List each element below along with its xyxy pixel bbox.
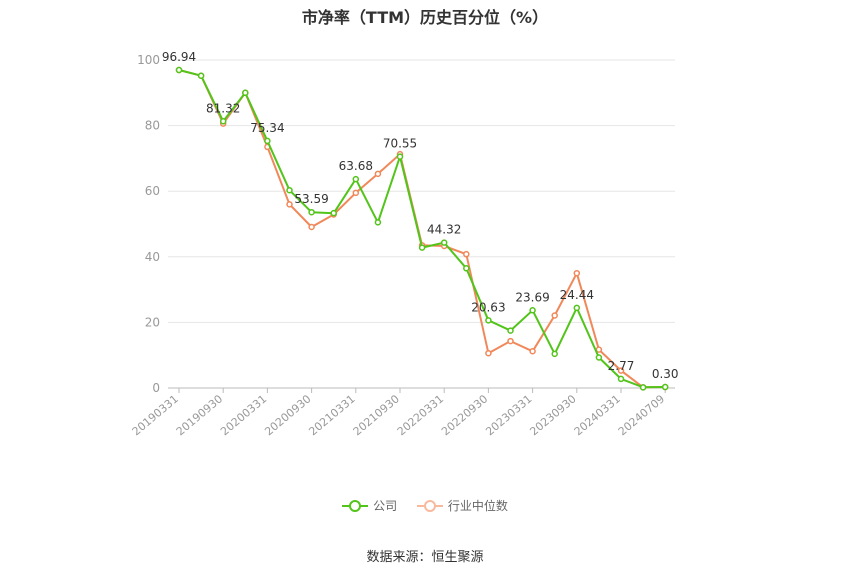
y-tick-label: 80 xyxy=(145,119,160,133)
data-point-company xyxy=(617,375,625,383)
data-point-industry-median xyxy=(374,170,382,178)
y-tick-label: 20 xyxy=(145,315,160,329)
data-label: 63.68 xyxy=(339,159,373,173)
chart-title: 市净率（TTM）历史百分位（%） xyxy=(301,8,549,27)
series-line-company xyxy=(178,69,666,389)
data-point-industry-median xyxy=(551,312,558,319)
data-point-industry-median xyxy=(617,367,625,374)
data-point-company xyxy=(639,384,647,391)
data-point-company xyxy=(219,118,227,125)
data-label: 81.32 xyxy=(206,101,240,115)
data-label: 75.34 xyxy=(250,121,284,135)
data-label: 23.69 xyxy=(515,290,549,304)
y-tick-label: 60 xyxy=(145,184,160,198)
data-point-company xyxy=(396,153,404,160)
x-tick-label: 20220331 xyxy=(395,392,446,438)
data-point-company xyxy=(374,219,382,226)
data-label: 96.94 xyxy=(162,50,196,64)
data-label: 53.59 xyxy=(294,192,328,206)
data-point-industry-median xyxy=(529,348,536,355)
data-label: 2.77 xyxy=(608,359,635,373)
x-tick-label: 20190331 xyxy=(130,392,181,438)
x-tick-label: 20200331 xyxy=(218,392,269,438)
y-tick-label: 100 xyxy=(137,53,160,67)
legend-item-industry-median[interactable]: 行业中位数 xyxy=(416,497,508,514)
data-source-note: 数据来源：恒生聚源 xyxy=(366,550,484,565)
x-tick-label: 20190930 xyxy=(174,392,225,438)
data-point-company xyxy=(485,317,492,324)
y-tick-label: 40 xyxy=(145,250,160,264)
x-tick-label: 20210331 xyxy=(306,392,357,438)
x-tick-label: 20240709 xyxy=(616,392,667,438)
data-point-industry-median xyxy=(308,223,315,231)
data-point-company xyxy=(551,350,558,358)
legend-swatch-company xyxy=(342,499,369,513)
data-point-industry-median xyxy=(485,349,492,357)
x-tick-label: 20230930 xyxy=(527,392,578,438)
y-tick-label: 0 xyxy=(152,381,160,395)
data-label: 20.63 xyxy=(471,300,505,314)
data-label: 70.55 xyxy=(383,137,417,151)
data-point-industry-median xyxy=(352,189,360,197)
data-point-industry-median xyxy=(573,269,581,277)
data-point-company xyxy=(440,239,448,246)
data-point-company xyxy=(529,307,536,314)
data-point-company xyxy=(286,186,293,194)
data-label: 44.32 xyxy=(427,223,461,237)
data-point-company xyxy=(330,209,337,217)
data-point-industry-median xyxy=(463,250,470,258)
legend-item-company[interactable]: 公司 xyxy=(342,497,397,514)
data-point-company xyxy=(463,265,470,272)
x-tick-label: 20210930 xyxy=(351,392,402,438)
data-label: 0.30 xyxy=(652,367,679,381)
data-label: 24.44 xyxy=(560,288,594,302)
data-point-company xyxy=(242,89,249,97)
series-line-industry-median xyxy=(178,69,666,389)
data-point-company xyxy=(264,137,271,145)
x-tick-label: 20230331 xyxy=(483,392,534,438)
x-tick-label: 20220930 xyxy=(439,392,490,438)
data-point-company xyxy=(175,66,183,74)
data-point-industry-median xyxy=(286,201,293,208)
data-point-company xyxy=(573,304,581,312)
data-point-company xyxy=(595,354,603,361)
data-point-company xyxy=(308,208,315,216)
data-point-industry-median xyxy=(507,337,514,345)
data-point-company xyxy=(352,175,360,183)
legend-label-company: 公司 xyxy=(373,499,398,513)
x-tick-label: 20200930 xyxy=(262,392,313,438)
legend-swatch-industry-median xyxy=(416,499,443,513)
data-point-company xyxy=(661,383,669,391)
data-point-company xyxy=(197,72,205,79)
data-point-company xyxy=(507,327,514,334)
x-tick-label: 20240331 xyxy=(572,392,623,438)
chart-legend: 公司 行业中位数 xyxy=(0,497,850,516)
legend-label-industry-median: 行业中位数 xyxy=(447,499,508,513)
data-point-company xyxy=(418,244,426,251)
